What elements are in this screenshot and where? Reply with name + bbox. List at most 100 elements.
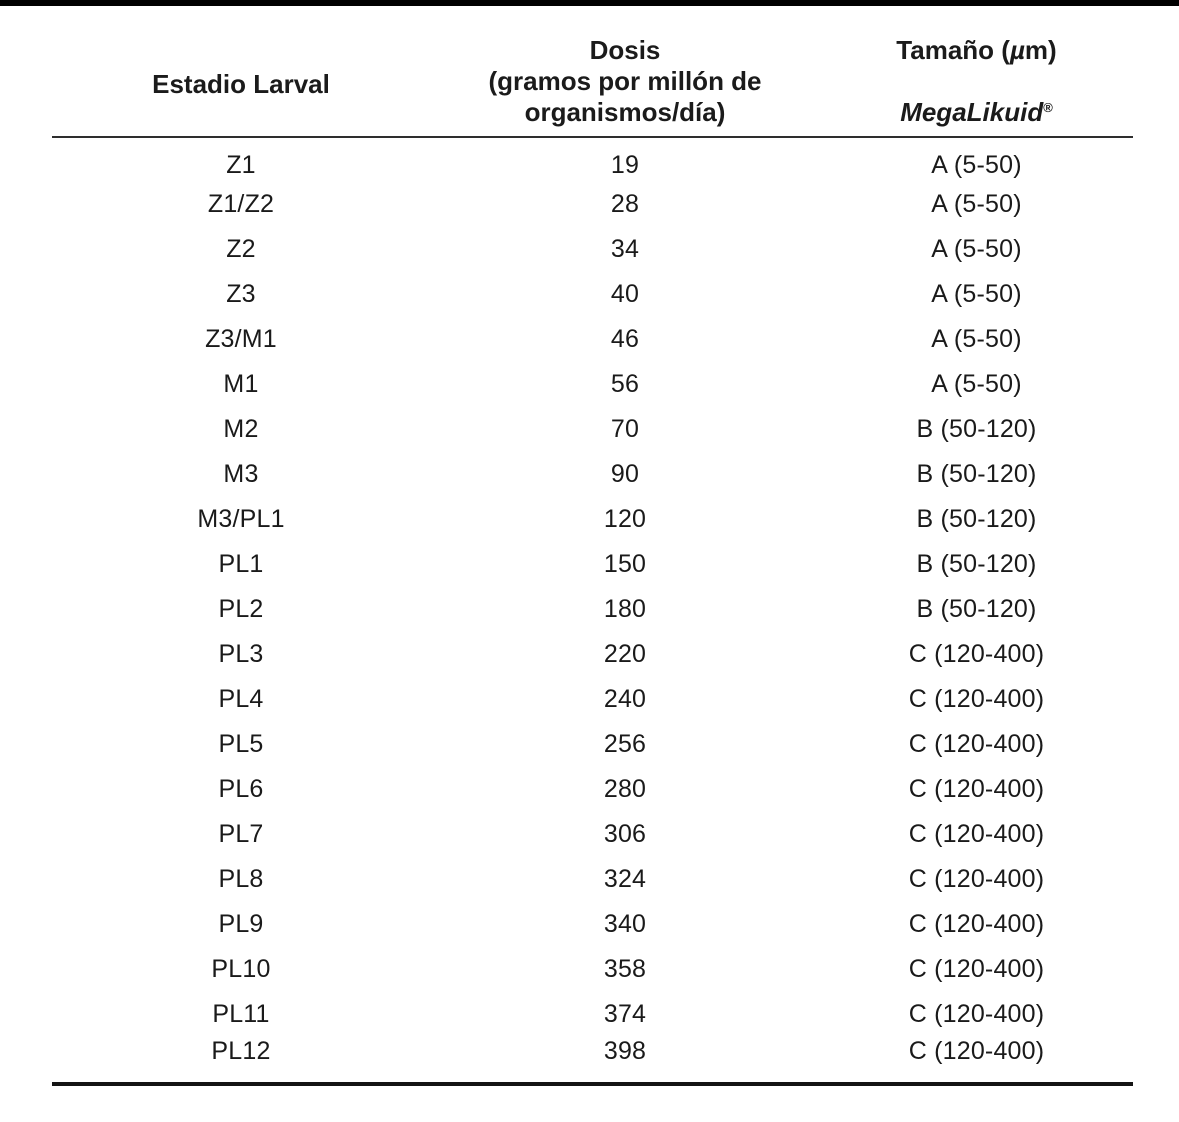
table-row: PL10 358 C (120-400) bbox=[52, 947, 1133, 992]
cell-tamano: A (5-50) bbox=[931, 370, 1022, 398]
table-header: Estadio Larval Dosis (gramos por millón … bbox=[52, 28, 1133, 138]
cell-estadio-larval: PL7 bbox=[218, 820, 264, 848]
cell-tamano: C (120-400) bbox=[908, 820, 1045, 848]
table-row: M1 56 A (5-50) bbox=[52, 362, 1133, 407]
table-row: PL2 180 B (50-120) bbox=[52, 587, 1133, 632]
cell-estadio-larval: Z1 bbox=[226, 150, 256, 179]
cell-estadio-larval: Z3 bbox=[226, 280, 256, 308]
cell-tamano: C (120-400) bbox=[908, 1037, 1045, 1065]
cell-tamano: A (5-50) bbox=[931, 325, 1022, 353]
table-row: PL11 374 C (120-400) bbox=[52, 992, 1133, 1037]
cell-tamano: C (120-400) bbox=[908, 910, 1045, 938]
cell-tamano: B (50-120) bbox=[916, 415, 1037, 443]
cell-estadio-larval: Z1/Z2 bbox=[207, 190, 275, 218]
table-row: PL6 280 C (120-400) bbox=[52, 767, 1133, 812]
cell-estadio-larval: PL2 bbox=[218, 595, 264, 623]
cell-tamano: A (5-50) bbox=[931, 190, 1022, 218]
top-border-bar bbox=[0, 0, 1179, 6]
table-row: PL4 240 C (120-400) bbox=[52, 677, 1133, 722]
table-row: M3/PL1 120 B (50-120) bbox=[52, 497, 1133, 542]
mu-symbol: µ bbox=[1009, 35, 1025, 65]
cell-tamano: A (5-50) bbox=[931, 150, 1022, 179]
header-tamano-suffix: m) bbox=[1024, 35, 1057, 65]
cell-dosis: 46 bbox=[610, 325, 640, 353]
header-brand-line: MegaLikuid® bbox=[820, 92, 1133, 128]
cell-dosis: 70 bbox=[610, 415, 640, 443]
cell-dosis: 280 bbox=[603, 775, 647, 803]
cell-dosis: 358 bbox=[603, 955, 647, 983]
cell-dosis: 34 bbox=[610, 235, 640, 263]
cell-tamano: A (5-50) bbox=[931, 235, 1022, 263]
cell-dosis: 256 bbox=[603, 730, 647, 758]
cell-estadio-larval: M2 bbox=[223, 415, 259, 443]
cell-dosis: 398 bbox=[603, 1037, 647, 1065]
cell-dosis: 374 bbox=[603, 1000, 647, 1028]
cell-estadio-larval: PL8 bbox=[218, 865, 264, 893]
header-cell-dosis: Dosis (gramos por millón de organismos/d… bbox=[430, 28, 820, 138]
cell-estadio-larval: Z3/M1 bbox=[205, 325, 277, 353]
cell-tamano: B (50-120) bbox=[916, 460, 1037, 488]
cell-tamano: C (120-400) bbox=[908, 775, 1045, 803]
cell-dosis: 324 bbox=[603, 865, 647, 893]
table-row: PL8 324 C (120-400) bbox=[52, 857, 1133, 902]
cell-tamano: B (50-120) bbox=[916, 595, 1037, 623]
table-row: Z3/M1 46 A (5-50) bbox=[52, 317, 1133, 362]
cell-estadio-larval: Z2 bbox=[226, 235, 256, 263]
cell-tamano: C (120-400) bbox=[908, 640, 1045, 668]
table-row: PL3 220 C (120-400) bbox=[52, 632, 1133, 677]
table-row: M3 90 B (50-120) bbox=[52, 452, 1133, 497]
cell-tamano: C (120-400) bbox=[908, 730, 1045, 758]
cell-tamano: C (120-400) bbox=[908, 955, 1045, 983]
header-estadio-larval-label: Estadio Larval bbox=[152, 69, 330, 99]
cell-dosis: 150 bbox=[603, 550, 647, 578]
larval-feeding-table: Estadio Larval Dosis (gramos por millón … bbox=[52, 28, 1133, 1086]
cell-estadio-larval: PL11 bbox=[212, 1000, 270, 1028]
registered-trademark-symbol: ® bbox=[1043, 100, 1053, 115]
cell-tamano: B (50-120) bbox=[916, 550, 1037, 578]
cell-dosis: 90 bbox=[610, 460, 640, 488]
cell-estadio-larval: PL9 bbox=[218, 910, 264, 938]
header-cell-tamano: Tamaño (µm) MegaLikuid® bbox=[820, 28, 1133, 138]
cell-estadio-larval: PL5 bbox=[218, 730, 264, 758]
cell-tamano: C (120-400) bbox=[908, 1000, 1045, 1028]
cell-dosis: 306 bbox=[603, 820, 647, 848]
cell-estadio-larval: PL6 bbox=[218, 775, 264, 803]
cell-estadio-larval: M3/PL1 bbox=[197, 505, 285, 533]
cell-dosis: 340 bbox=[603, 910, 647, 938]
cell-estadio-larval: M3 bbox=[223, 460, 259, 488]
brand-name: MegaLikuid bbox=[900, 97, 1044, 127]
table-row: PL12 398 C (120-400) bbox=[52, 1037, 1133, 1084]
header-dosis-title: Dosis bbox=[589, 35, 661, 65]
cell-dosis: 120 bbox=[603, 505, 647, 533]
cell-dosis: 19 bbox=[610, 150, 640, 179]
table-row: PL1 150 B (50-120) bbox=[52, 542, 1133, 587]
header-cell-estadio-larval: Estadio Larval bbox=[52, 28, 430, 138]
cell-estadio-larval: M1 bbox=[223, 370, 259, 398]
table-row: Z1/Z2 28 A (5-50) bbox=[52, 182, 1133, 227]
header-tamano-prefix: Tamaño ( bbox=[896, 35, 1010, 65]
header-tamano-block: Tamaño (µm) MegaLikuid® bbox=[820, 34, 1133, 128]
table-row: M2 70 B (50-120) bbox=[52, 407, 1133, 452]
cell-dosis: 180 bbox=[603, 595, 647, 623]
table-row: Z1 19 A (5-50) bbox=[52, 137, 1133, 182]
header-tamano-title: Tamaño (µm) bbox=[820, 34, 1133, 66]
cell-dosis: 28 bbox=[610, 190, 640, 218]
header-row: Estadio Larval Dosis (gramos por millón … bbox=[52, 28, 1133, 138]
table-row: PL5 256 C (120-400) bbox=[52, 722, 1133, 767]
table-row: Z3 40 A (5-50) bbox=[52, 272, 1133, 317]
cell-dosis: 240 bbox=[603, 685, 647, 713]
table-row: PL7 306 C (120-400) bbox=[52, 812, 1133, 857]
cell-dosis: 220 bbox=[603, 640, 647, 668]
table-body: Z1 19 A (5-50) Z1/Z2 28 A (5-50) Z2 34 A… bbox=[52, 137, 1133, 1084]
cell-estadio-larval: PL4 bbox=[218, 685, 264, 713]
cell-tamano: C (120-400) bbox=[908, 685, 1045, 713]
cell-dosis: 56 bbox=[610, 370, 640, 398]
table-row: PL9 340 C (120-400) bbox=[52, 902, 1133, 947]
cell-estadio-larval: PL12 bbox=[211, 1037, 271, 1065]
table-row: Z2 34 A (5-50) bbox=[52, 227, 1133, 272]
header-dosis-subtitle: (gramos por millón de organismos/día) bbox=[488, 66, 762, 127]
cell-estadio-larval: PL1 bbox=[218, 550, 264, 578]
cell-dosis: 40 bbox=[610, 280, 640, 308]
cell-tamano: B (50-120) bbox=[916, 505, 1037, 533]
cell-tamano: C (120-400) bbox=[908, 865, 1045, 893]
